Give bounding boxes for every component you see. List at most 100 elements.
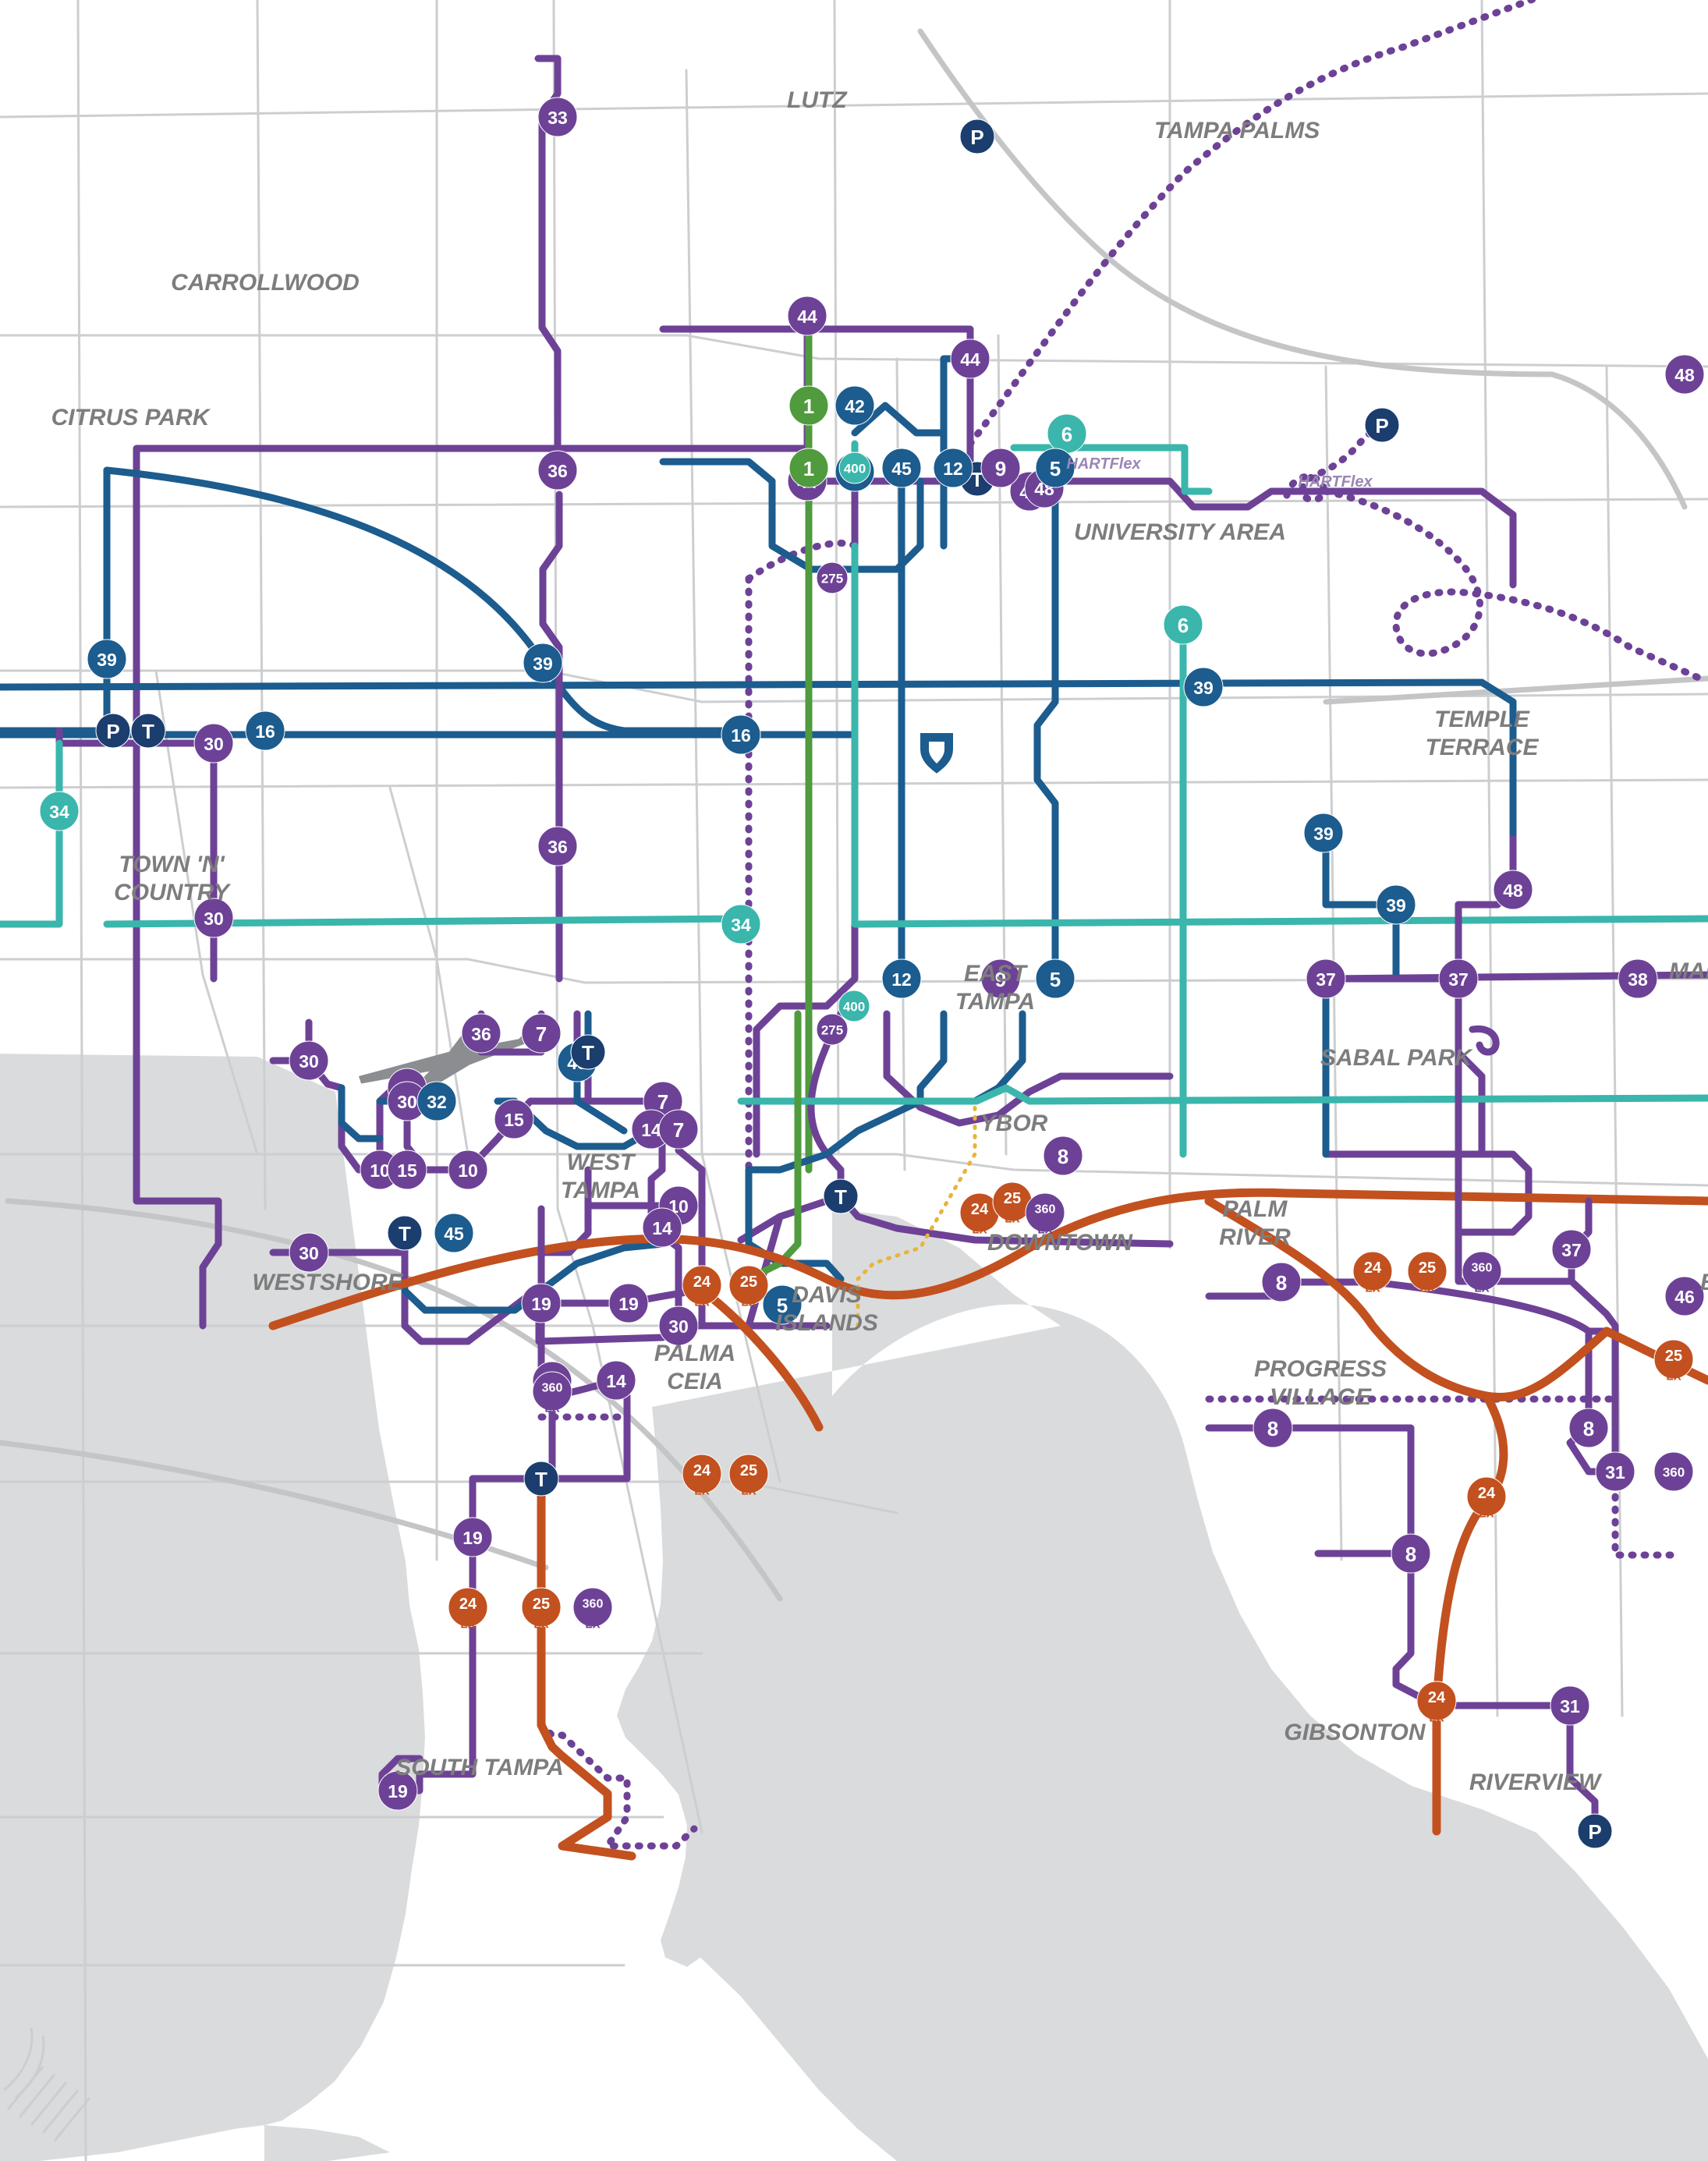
svg-text:LX: LX (1474, 1282, 1489, 1295)
svg-text:LX: LX (544, 1402, 559, 1415)
svg-text:VILLAGE: VILLAGE (1270, 1384, 1372, 1410)
svg-text:UNIVERSITY AREA: UNIVERSITY AREA (1074, 519, 1286, 545)
svg-text:24: 24 (459, 1596, 477, 1613)
svg-text:24: 24 (1428, 1689, 1446, 1706)
svg-text:TAMPA: TAMPA (955, 989, 1035, 1015)
svg-text:360: 360 (1035, 1203, 1056, 1217)
svg-text:14: 14 (641, 1120, 661, 1140)
svg-text:T: T (835, 1185, 847, 1209)
svg-text:30: 30 (397, 1092, 417, 1112)
svg-text:DAVIS: DAVIS (792, 1282, 861, 1308)
svg-text:PALM: PALM (1223, 1196, 1288, 1222)
svg-text:MANGO: MANGO (1669, 958, 1708, 984)
svg-text:SABAL PARK: SABAL PARK (1320, 1045, 1473, 1071)
svg-text:TAMPA PALMS: TAMPA PALMS (1154, 118, 1320, 143)
svg-text:LX: LX (694, 1296, 709, 1309)
svg-text:48: 48 (1503, 880, 1523, 901)
svg-text:1: 1 (803, 395, 814, 418)
svg-text:8: 8 (1583, 1417, 1594, 1440)
svg-text:CITRUS PARK: CITRUS PARK (51, 405, 211, 430)
svg-text:10: 10 (458, 1160, 478, 1181)
svg-text:TEMPLE: TEMPLE (1434, 707, 1530, 732)
svg-text:19: 19 (462, 1528, 483, 1548)
svg-text:39: 39 (1193, 678, 1214, 698)
svg-text:34: 34 (731, 915, 751, 935)
svg-text:T: T (142, 720, 154, 743)
svg-text:400: 400 (843, 1000, 865, 1015)
svg-text:360: 360 (1663, 1465, 1685, 1480)
svg-text:8: 8 (1276, 1271, 1287, 1295)
svg-text:45: 45 (891, 459, 912, 479)
svg-text:25: 25 (740, 1274, 757, 1291)
svg-text:24: 24 (971, 1201, 989, 1218)
svg-text:39: 39 (1386, 895, 1406, 916)
svg-text:36: 36 (547, 837, 568, 857)
svg-text:LX: LX (533, 1618, 548, 1631)
svg-text:10: 10 (370, 1160, 390, 1181)
svg-text:ISLANDS: ISLANDS (775, 1310, 878, 1336)
svg-text:19: 19 (388, 1781, 408, 1801)
svg-text:24: 24 (1364, 1259, 1382, 1277)
svg-text:5: 5 (1050, 968, 1061, 991)
svg-text:LX: LX (694, 1485, 709, 1498)
svg-text:CEIA: CEIA (667, 1369, 723, 1394)
svg-text:36: 36 (547, 461, 568, 481)
svg-text:31: 31 (1560, 1696, 1580, 1716)
svg-text:37: 37 (1561, 1240, 1582, 1260)
svg-text:24: 24 (1478, 1485, 1496, 1502)
svg-text:15: 15 (504, 1110, 524, 1130)
svg-text:LX: LX (1365, 1282, 1380, 1295)
svg-text:LX: LX (1666, 1370, 1681, 1383)
svg-text:RIVER: RIVER (1219, 1224, 1291, 1250)
svg-text:37: 37 (1316, 969, 1336, 990)
svg-text:6: 6 (1178, 614, 1189, 637)
svg-text:360: 360 (1472, 1262, 1493, 1275)
svg-text:T: T (582, 1041, 594, 1065)
svg-text:30: 30 (204, 734, 224, 754)
svg-text:38: 38 (1628, 969, 1648, 990)
svg-text:48: 48 (1674, 365, 1695, 385)
svg-text:32: 32 (427, 1092, 447, 1112)
svg-text:HARTFlex: HARTFlex (1066, 455, 1141, 473)
svg-text:19: 19 (531, 1294, 551, 1314)
svg-text:15: 15 (397, 1160, 417, 1181)
svg-text:30: 30 (668, 1316, 689, 1337)
svg-text:7: 7 (657, 1090, 668, 1114)
svg-text:LX: LX (585, 1618, 600, 1631)
svg-text:30: 30 (299, 1243, 319, 1263)
svg-text:400: 400 (844, 462, 866, 476)
svg-text:42: 42 (845, 396, 865, 416)
svg-text:360: 360 (583, 1598, 604, 1611)
svg-text:BLOOM...: BLOOM... (1700, 1270, 1708, 1295)
svg-text:P: P (970, 126, 983, 149)
svg-text:46: 46 (1674, 1287, 1695, 1307)
svg-text:1: 1 (803, 457, 814, 480)
svg-text:T: T (399, 1222, 411, 1245)
svg-text:WESTSHORE: WESTSHORE (252, 1270, 403, 1295)
svg-text:30: 30 (299, 1051, 319, 1072)
svg-text:WEST: WEST (567, 1150, 636, 1175)
svg-text:9: 9 (995, 457, 1006, 480)
svg-text:TAMPA: TAMPA (561, 1178, 640, 1203)
svg-text:DOWNTOWN: DOWNTOWN (987, 1230, 1133, 1256)
svg-text:275: 275 (821, 1023, 843, 1038)
svg-text:25: 25 (1665, 1348, 1682, 1365)
svg-text:TOWN 'N': TOWN 'N' (119, 852, 225, 877)
svg-text:LX: LX (1005, 1213, 1019, 1226)
svg-text:44: 44 (797, 306, 817, 327)
svg-text:44: 44 (960, 349, 980, 370)
svg-text:TERRACE: TERRACE (1425, 735, 1539, 760)
svg-text:7: 7 (536, 1022, 547, 1046)
svg-text:CARROLLWOOD: CARROLLWOOD (171, 270, 360, 296)
svg-text:36: 36 (471, 1024, 491, 1044)
svg-text:39: 39 (97, 650, 117, 670)
svg-text:P: P (106, 720, 119, 743)
svg-text:HARTFlex: HARTFlex (1298, 473, 1373, 491)
svg-text:COUNTRY: COUNTRY (114, 880, 232, 905)
svg-text:LUTZ: LUTZ (787, 87, 848, 113)
svg-text:P: P (1375, 414, 1388, 438)
svg-text:LX: LX (1479, 1507, 1494, 1521)
svg-text:7: 7 (673, 1118, 684, 1142)
svg-text:GIBSONTON: GIBSONTON (1284, 1720, 1426, 1745)
svg-text:LX: LX (972, 1224, 987, 1237)
